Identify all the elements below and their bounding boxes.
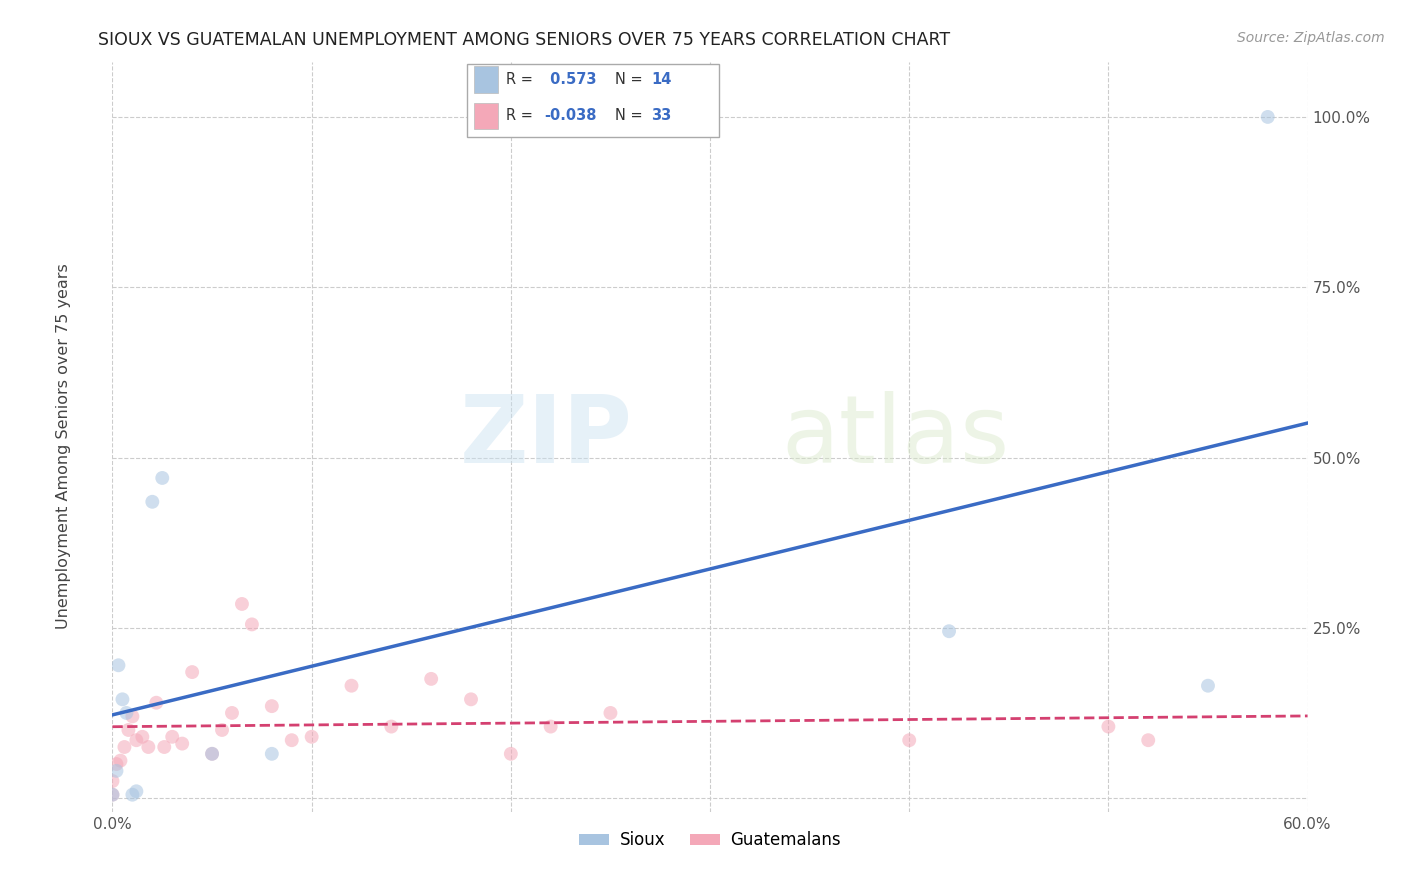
Text: atlas: atlas [782,391,1010,483]
Point [105,757,128,772]
Point [131,730,153,744]
Point [138,739,160,754]
Point [301,730,323,744]
Point [201,747,224,761]
Point [1097,720,1119,734]
FancyBboxPatch shape [467,64,718,136]
Point [125,733,148,747]
Point [181,665,204,679]
Bar [474,103,498,129]
Point [540,720,562,734]
Point [105,764,128,778]
Point [260,747,283,761]
Text: 0.573: 0.573 [544,72,596,87]
Point [110,754,132,768]
Point [599,706,621,720]
Point [231,597,253,611]
Point [121,709,143,723]
Point [117,723,139,737]
Text: N =: N = [614,72,647,87]
Point [260,699,283,714]
Point [211,723,233,737]
Text: SIOUX VS GUATEMALAN UNEMPLOYMENT AMONG SENIORS OVER 75 YEARS CORRELATION CHART: SIOUX VS GUATEMALAN UNEMPLOYMENT AMONG S… [98,31,950,49]
Point [201,747,224,761]
Point [125,784,148,798]
Point [111,692,134,706]
Point [499,747,522,761]
Point [938,624,960,639]
Point [101,774,124,789]
Point [898,733,921,747]
Text: R =: R = [506,108,537,123]
Point [121,788,143,802]
Point [240,617,263,632]
Text: -0.038: -0.038 [544,108,598,123]
Point [340,679,363,693]
Bar [474,66,498,93]
Point [101,788,124,802]
Text: Source: ZipAtlas.com: Source: ZipAtlas.com [1237,31,1385,45]
Point [153,739,176,754]
Point [1197,679,1219,693]
Point [380,720,402,734]
Text: 14: 14 [651,72,672,87]
Point [172,737,194,751]
Point [460,692,482,706]
Point [107,658,129,673]
Point [1137,733,1160,747]
Point [114,739,135,754]
Point [281,733,304,747]
Text: N =: N = [614,108,647,123]
Point [150,471,173,485]
Point [1257,110,1279,124]
Point [115,706,138,720]
Point [162,730,183,744]
Point [101,788,124,802]
Point [145,696,167,710]
Text: 33: 33 [651,108,672,123]
Text: ZIP: ZIP [460,391,633,483]
Text: Unemployment Among Seniors over 75 years: Unemployment Among Seniors over 75 years [56,263,70,629]
Legend: Sioux, Guatemalans: Sioux, Guatemalans [572,824,848,855]
Point [420,672,443,686]
Point [141,495,163,509]
Point [221,706,243,720]
Text: R =: R = [506,72,537,87]
